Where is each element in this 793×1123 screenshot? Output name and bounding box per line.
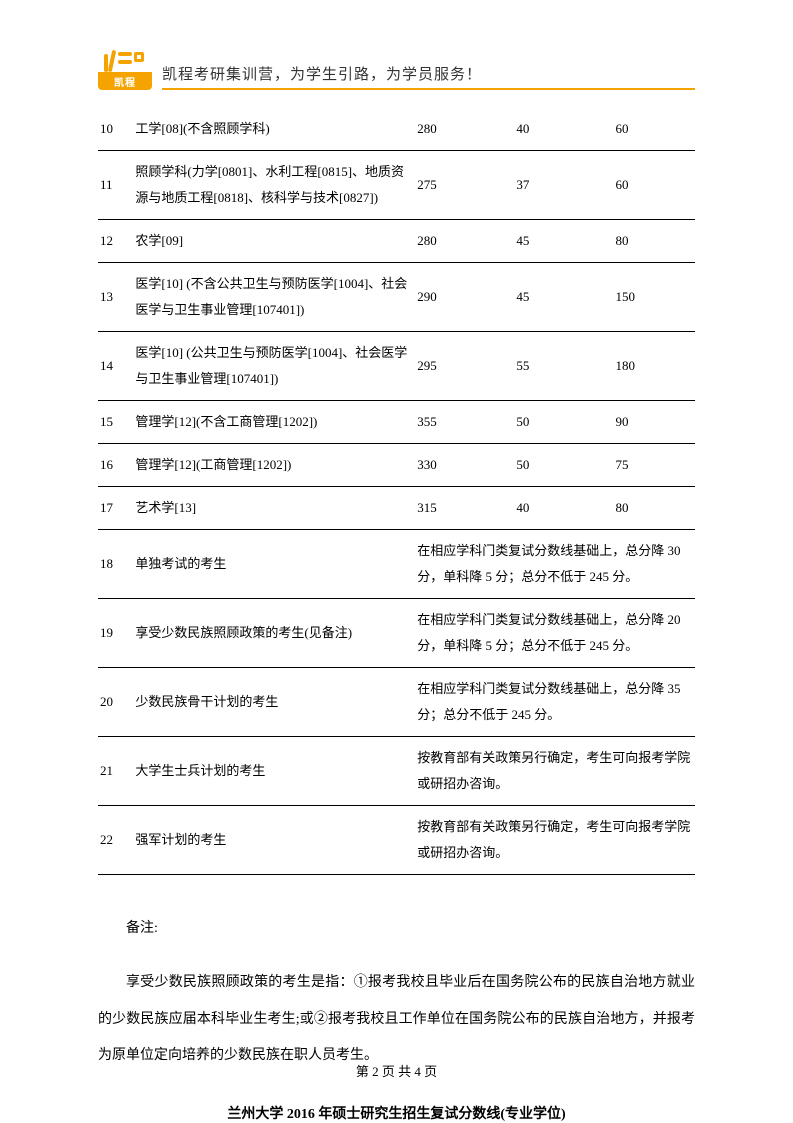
notes-body: 享受少数民族照顾政策的考生是指：①报考我校且毕业后在国务院公布的民族自治地方就业…: [98, 965, 695, 1074]
row-index: 16: [98, 444, 131, 487]
row-total-score: 290: [413, 263, 512, 332]
table-row: 13医学[10] (不含公共卫生与预防医学[1004]、社会医学与卫生事业管理[…: [98, 263, 695, 332]
table-row: 15管理学[12](不含工商管理[1202])3555090: [98, 401, 695, 444]
row-index: 21: [98, 737, 131, 806]
row-total-score: 315: [413, 487, 512, 530]
row-score-c: 90: [611, 401, 695, 444]
row-category: 照顾学科(力学[0801]、水利工程[0815]、地质资源与地质工程[0818]…: [131, 151, 413, 220]
table-row: 12农学[09]2804580: [98, 220, 695, 263]
logo-text: 凯程: [98, 74, 152, 89]
table-row: 20少数民族骨干计划的考生在相应学科门类复试分数线基础上，总分降 35 分；总分…: [98, 668, 695, 737]
notes-section: 备注: 享受少数民族照顾政策的考生是指：①报考我校且毕业后在国务院公布的民族自治…: [98, 911, 695, 1075]
table-row: 18单独考试的考生在相应学科门类复试分数线基础上，总分降 30 分，单科降 5 …: [98, 530, 695, 599]
row-score-b: 50: [512, 444, 611, 487]
row-index: 17: [98, 487, 131, 530]
row-index: 12: [98, 220, 131, 263]
row-category: 医学[10] (公共卫生与预防医学[1004]、社会医学与卫生事业管理[1074…: [131, 332, 413, 401]
row-category: 大学生士兵计划的考生: [131, 737, 413, 806]
table-row: 10工学[08](不含照顾学科)2804060: [98, 108, 695, 151]
brand-logo: 凯程: [98, 50, 152, 90]
table-row: 14医学[10] (公共卫生与预防医学[1004]、社会医学与卫生事业管理[10…: [98, 332, 695, 401]
table-row: 16管理学[12](工商管理[1202])3305075: [98, 444, 695, 487]
row-total-score: 280: [413, 108, 512, 151]
table-row: 11照顾学科(力学[0801]、水利工程[0815]、地质资源与地质工程[081…: [98, 151, 695, 220]
row-total-score: 275: [413, 151, 512, 220]
row-score-c: 150: [611, 263, 695, 332]
row-merged-note: 按教育部有关政策另行确定，考生可向报考学院或研招办咨询。: [413, 806, 695, 875]
row-index: 18: [98, 530, 131, 599]
header-slogan: 凯程考研集训营，为学生引路，为学员服务！: [162, 67, 482, 83]
row-score-c: 80: [611, 487, 695, 530]
table-row: 21大学生士兵计划的考生按教育部有关政策另行确定，考生可向报考学院或研招办咨询。: [98, 737, 695, 806]
page-footer: 第 2 页 共 4 页: [0, 1061, 793, 1080]
row-index: 11: [98, 151, 131, 220]
row-index: 22: [98, 806, 131, 875]
notes-label: 备注:: [98, 911, 695, 947]
row-category: 少数民族骨干计划的考生: [131, 668, 413, 737]
table-row: 17艺术学[13]3154080: [98, 487, 695, 530]
row-score-b: 40: [512, 487, 611, 530]
row-merged-note: 在相应学科门类复试分数线基础上，总分降 30 分，单科降 5 分；总分不低于 2…: [413, 530, 695, 599]
row-category: 工学[08](不含照顾学科): [131, 108, 413, 151]
row-index: 10: [98, 108, 131, 151]
row-merged-note: 按教育部有关政策另行确定，考生可向报考学院或研招办咨询。: [413, 737, 695, 806]
row-total-score: 280: [413, 220, 512, 263]
row-index: 14: [98, 332, 131, 401]
row-score-c: 60: [611, 151, 695, 220]
row-score-b: 45: [512, 220, 611, 263]
row-total-score: 355: [413, 401, 512, 444]
row-index: 20: [98, 668, 131, 737]
row-score-c: 60: [611, 108, 695, 151]
section-subtitle: 兰州大学 2016 年硕士研究生招生复试分数线(专业学位): [98, 1103, 695, 1123]
row-category: 农学[09]: [131, 220, 413, 263]
row-score-b: 37: [512, 151, 611, 220]
row-index: 13: [98, 263, 131, 332]
row-score-b: 45: [512, 263, 611, 332]
row-category: 医学[10] (不含公共卫生与预防医学[1004]、社会医学与卫生事业管理[10…: [131, 263, 413, 332]
row-total-score: 330: [413, 444, 512, 487]
row-score-c: 75: [611, 444, 695, 487]
row-category: 管理学[12](不含工商管理[1202]): [131, 401, 413, 444]
row-score-b: 50: [512, 401, 611, 444]
table-row: 22强军计划的考生按教育部有关政策另行确定，考生可向报考学院或研招办咨询。: [98, 806, 695, 875]
row-score-c: 80: [611, 220, 695, 263]
row-score-c: 180: [611, 332, 695, 401]
row-score-b: 55: [512, 332, 611, 401]
row-score-b: 40: [512, 108, 611, 151]
row-category: 管理学[12](工商管理[1202]): [131, 444, 413, 487]
page-header: 凯程 凯程考研集训营，为学生引路，为学员服务！: [98, 50, 695, 90]
row-category: 享受少数民族照顾政策的考生(见备注): [131, 599, 413, 668]
row-merged-note: 在相应学科门类复试分数线基础上，总分降 20 分，单科降 5 分；总分不低于 2…: [413, 599, 695, 668]
row-category: 强军计划的考生: [131, 806, 413, 875]
row-category: 单独考试的考生: [131, 530, 413, 599]
row-merged-note: 在相应学科门类复试分数线基础上，总分降 35 分；总分不低于 245 分。: [413, 668, 695, 737]
score-table: 10工学[08](不含照顾学科)280406011照顾学科(力学[0801]、水…: [98, 108, 695, 875]
row-category: 艺术学[13]: [131, 487, 413, 530]
row-index: 19: [98, 599, 131, 668]
table-row: 19享受少数民族照顾政策的考生(见备注)在相应学科门类复试分数线基础上，总分降 …: [98, 599, 695, 668]
row-total-score: 295: [413, 332, 512, 401]
row-index: 15: [98, 401, 131, 444]
